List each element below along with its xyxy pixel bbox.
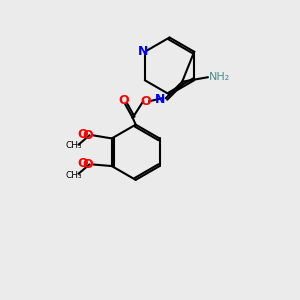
Text: O: O bbox=[118, 94, 129, 107]
Text: O: O bbox=[140, 95, 151, 108]
Text: NH₂: NH₂ bbox=[209, 72, 230, 82]
Text: O: O bbox=[77, 158, 88, 170]
Text: O: O bbox=[82, 158, 93, 171]
Text: N: N bbox=[138, 45, 148, 58]
Text: N: N bbox=[155, 93, 166, 106]
Text: CH₃: CH₃ bbox=[66, 142, 82, 151]
Text: CH₃: CH₃ bbox=[66, 170, 82, 179]
Text: O: O bbox=[82, 129, 93, 142]
Text: O: O bbox=[77, 128, 88, 141]
